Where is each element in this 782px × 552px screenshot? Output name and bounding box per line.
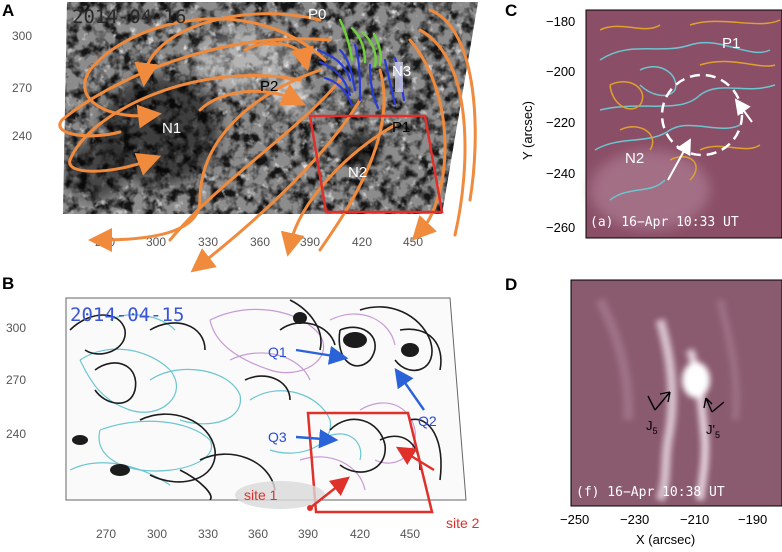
b-red-box [306, 411, 434, 514]
green-field-lines [338, 18, 382, 68]
panel-c: P1 N2 (a) 16−Apr 10:33 UT −180 −200 −220… [505, 1, 782, 239]
panel-label-a: A [2, 1, 14, 20]
a-xtick: 390 [300, 235, 320, 249]
c-ytick: −260 [546, 220, 575, 235]
b-ytick: 300 [6, 321, 26, 335]
a-ytick: 300 [12, 29, 32, 43]
c-ytick: −180 [546, 14, 575, 29]
c-arrow-1 [667, 138, 691, 181]
b-xtick: 390 [298, 527, 318, 541]
b-ytick: 270 [6, 373, 26, 387]
c-ytick: −200 [546, 64, 575, 79]
region-n3: N3 [392, 63, 411, 80]
c-caption: (a) 16−Apr 10:33 UT [590, 215, 739, 230]
b-frame [65, 297, 467, 501]
d-jets [595, 297, 741, 502]
d-xtick: −210 [680, 512, 709, 527]
b-arrows [295, 345, 435, 509]
marker-q2: Q2 [418, 413, 437, 429]
site-2-label: site 2 [446, 515, 480, 531]
d-jet-jprime: J'5 [706, 422, 720, 440]
b-y-ticks: 300 270 240 [6, 321, 26, 441]
b-xtick: 300 [147, 527, 167, 541]
region-p0: P0 [308, 6, 326, 23]
a-xtick: 450 [403, 235, 423, 249]
b-xtick: 330 [198, 527, 218, 541]
region-p1: P1 [392, 119, 410, 136]
a-xtick: 330 [198, 235, 218, 249]
orange-field-lines [58, 8, 477, 273]
b-x-ticks: 270 300 330 360 390 420 450 [96, 527, 420, 541]
c-contours [594, 19, 781, 201]
d-x-ticks: −250 −230 −210 −190 [560, 512, 767, 527]
a-xtick: 420 [352, 235, 372, 249]
region-n2: N2 [348, 164, 367, 181]
a-ytick: 240 [12, 129, 32, 143]
c-region-p1: P1 [722, 35, 740, 52]
panel-label-b: B [2, 274, 14, 293]
d-jet-j: J5 [646, 418, 658, 436]
b-xtick: 360 [248, 527, 268, 541]
a-y-ticks: 300 270 240 [12, 29, 32, 143]
region-p2: P2 [260, 78, 278, 95]
c-ytick: −220 [546, 115, 575, 130]
d-xlabel: X (arcsec) [636, 532, 695, 547]
marker-q3: Q3 [268, 429, 287, 445]
a-red-box [308, 114, 444, 214]
site-1-label: site 1 [244, 487, 278, 503]
b-contours [69, 299, 442, 500]
d-xtick: −230 [620, 512, 649, 527]
panel-a: 270 300 330 360 390 420 450 300 270 240 [2, 1, 478, 273]
b-xtick: 420 [350, 527, 370, 541]
panel-label-d: D [505, 275, 517, 294]
region-n1: N1 [162, 120, 181, 137]
c-region-n2: N2 [625, 150, 644, 167]
marker-q1: Q1 [268, 344, 287, 360]
panel-b: 270 300 330 360 390 420 450 300 270 240 … [2, 274, 480, 541]
d-arrows [647, 391, 725, 413]
panel-label-c: C [505, 1, 517, 20]
b-ytick: 240 [6, 427, 26, 441]
b-xtick: 450 [400, 527, 420, 541]
c-arrow-2 [734, 98, 753, 123]
panel-d: J5 J'5 (f) 16−Apr 10:38 UT −250 −230 −21… [505, 275, 782, 547]
b-xtick: 270 [96, 527, 116, 541]
a-xtick: 270 [95, 235, 115, 249]
a-ytick: 270 [12, 81, 32, 95]
c-y-ticks: −180 −200 −220 −240 −260 [546, 14, 575, 235]
a-xtick: 300 [146, 235, 166, 249]
d-xtick: −190 [738, 512, 767, 527]
d-xtick: −250 [560, 512, 589, 527]
a-date: 2014-04-16 [72, 6, 186, 28]
a-xtick: 360 [250, 235, 270, 249]
b-date: 2014-04-15 [70, 304, 184, 326]
c-ylabel: Y (arcsec) [520, 101, 535, 160]
d-caption: (f) 16−Apr 10:38 UT [576, 485, 725, 500]
n3-marker [395, 62, 403, 92]
c-ytick: −240 [546, 166, 575, 181]
site-1-region [235, 481, 325, 509]
